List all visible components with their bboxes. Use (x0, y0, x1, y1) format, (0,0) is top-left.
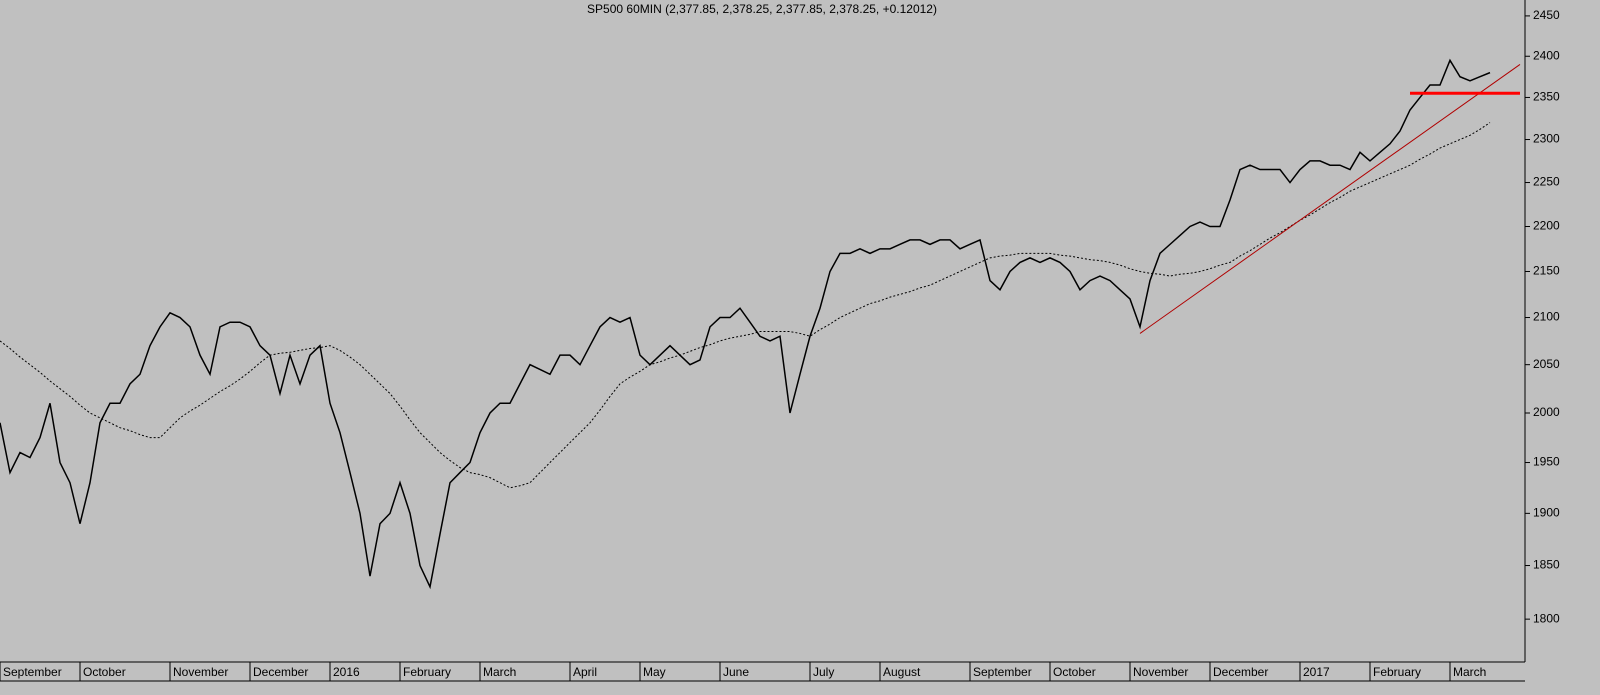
x-tick-label: February (1373, 665, 1421, 679)
x-tick-label: October (83, 665, 126, 679)
moving-average-line (0, 122, 1491, 489)
y-tick-label: 2350 (1533, 90, 1560, 104)
x-tick-label: February (403, 665, 451, 679)
x-tick-label: May (643, 665, 666, 679)
x-tick-label: November (1133, 665, 1188, 679)
x-tick-label: March (483, 665, 516, 679)
y-tick-label: 2400 (1533, 48, 1560, 62)
y-tick-label: 2250 (1533, 175, 1560, 189)
y-tick-label: 1850 (1533, 558, 1560, 572)
y-tick-label: 2000 (1533, 405, 1560, 419)
y-tick-label: 1800 (1533, 611, 1560, 625)
trend-line (1139, 64, 1521, 334)
y-tick-label: 2450 (1533, 8, 1560, 22)
x-tick-label: December (253, 665, 308, 679)
y-tick-label: 1950 (1533, 455, 1560, 469)
y-tick-label: 2050 (1533, 357, 1560, 371)
x-tick-label: 2017 (1303, 665, 1330, 679)
x-tick-label: September (973, 665, 1032, 679)
x-tick-label: June (723, 665, 749, 679)
y-tick-label: 2100 (1533, 310, 1560, 324)
x-tick-label: March (1453, 665, 1486, 679)
x-tick-label: November (173, 665, 228, 679)
x-tick-label: October (1053, 665, 1096, 679)
x-tick-label: December (1213, 665, 1268, 679)
chart-title: SP500 60MIN (2,377.85, 2,378.25, 2,377.8… (587, 2, 937, 16)
x-tick-label: September (3, 665, 62, 679)
y-tick-label: 1900 (1533, 506, 1560, 520)
y-tick-label: 2300 (1533, 132, 1560, 146)
x-tick-label: April (573, 665, 597, 679)
x-tick-label: August (883, 665, 921, 679)
x-tick-label: 2016 (333, 665, 360, 679)
x-tick-label: July (813, 665, 834, 679)
y-tick-label: 2150 (1533, 264, 1560, 278)
y-tick-label: 2200 (1533, 219, 1560, 233)
price-line (0, 58, 1491, 590)
